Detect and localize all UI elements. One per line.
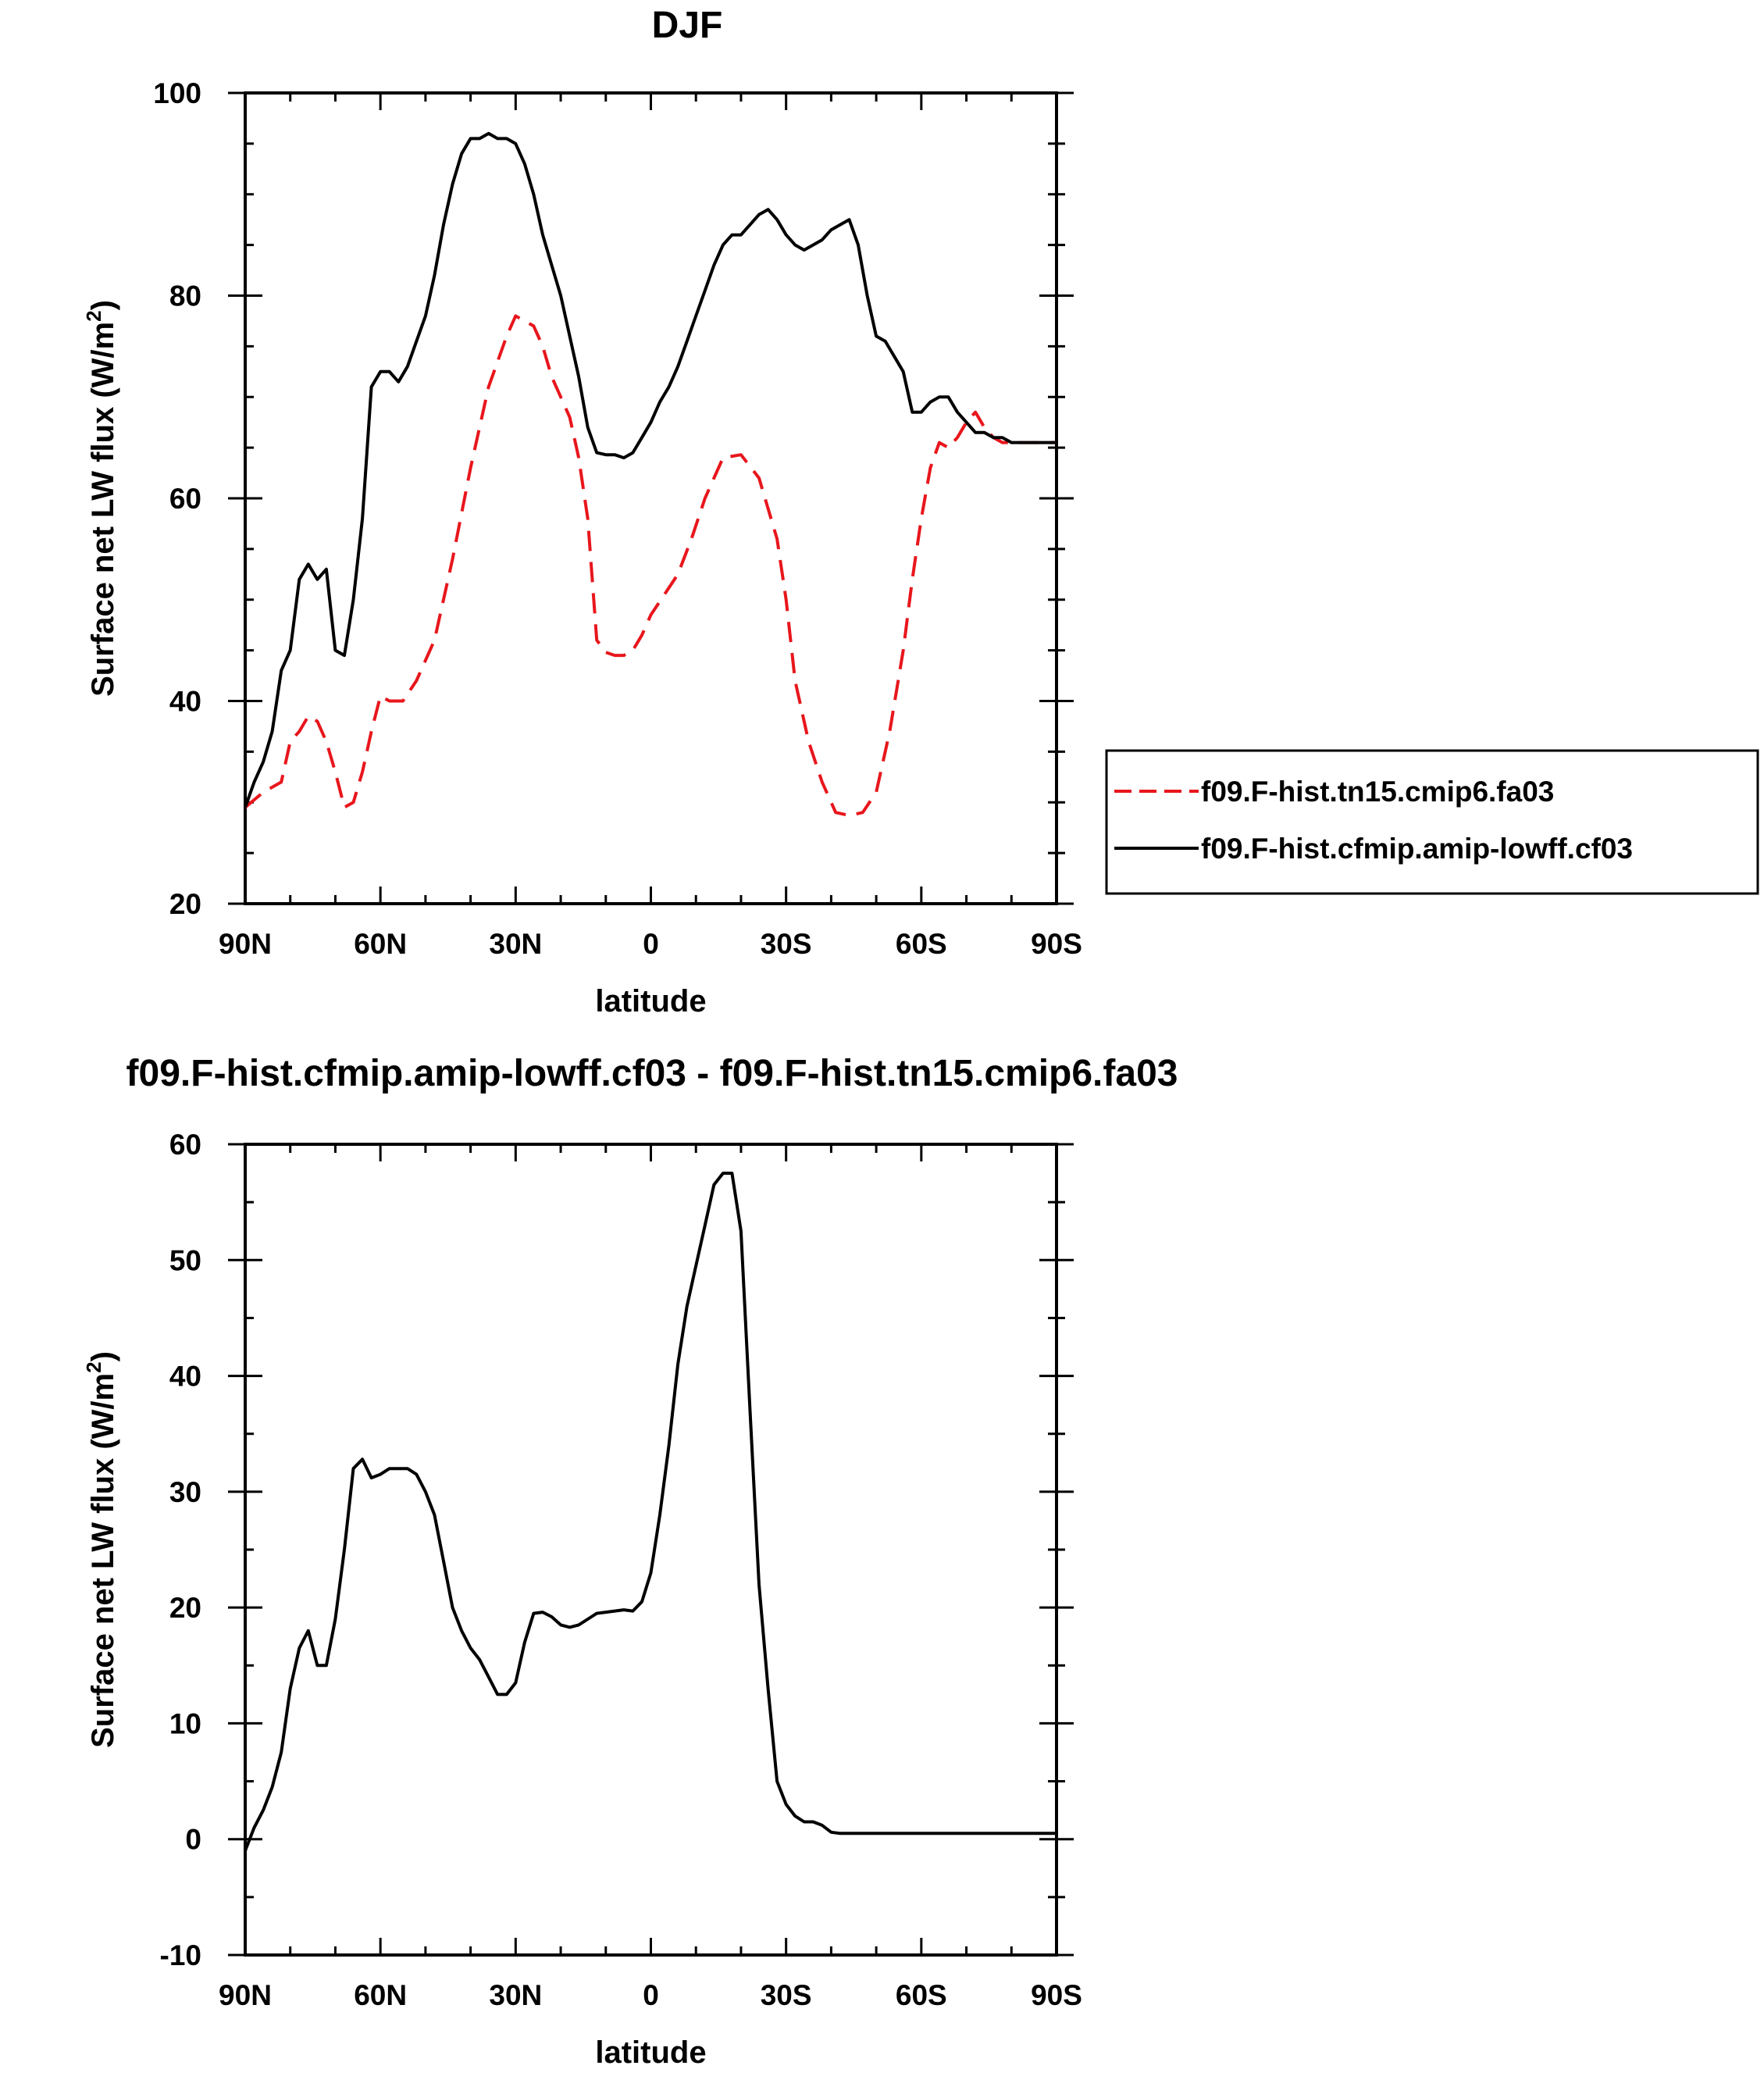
y-tick-label: 60 [169,483,201,515]
x-tick-label: 30S [761,1979,812,2011]
x-tick-label: 90N [219,928,272,960]
y-axis-label-main: Surface net LW flux (W/m [86,322,120,697]
x-tick-label: 30N [489,1979,542,2011]
series-line-1 [245,1172,1057,1852]
x-tick-label: 90S [1031,928,1082,960]
series-line-2 [245,131,1057,808]
legend-box [1105,749,1759,895]
x-tick-label: 90N [219,1979,272,2011]
y-tick-label: 40 [169,686,201,718]
chart-title: DJF [652,5,723,46]
y-axis-label-superscript: 2 [82,310,105,321]
y-tick-label: 80 [169,280,201,312]
y-tick-label: -10 [160,1939,201,1971]
y-tick-label: 100 [153,77,201,109]
chart-panel-2: f09.F-hist.cfmip.amip-lowff.cf03 - f09.F… [82,1053,1178,2070]
x-tick-label: 60N [354,928,407,960]
y-axis-label-superscript: 2 [82,1361,105,1372]
y-tick-label: 20 [169,1592,201,1624]
x-tick-label: 60N [354,1979,407,2011]
y-tick-label: 10 [169,1707,201,1739]
y-axis-label-close: ) [86,300,120,310]
series-line-1 [245,314,1057,818]
y-tick-label: 40 [169,1361,201,1393]
x-tick-label: 30N [489,928,542,960]
x-tick-label: 0 [643,1979,659,2011]
legend-label-1: f09.F-hist.tn15.cmip6.fa03 [1201,776,1554,808]
y-tick-label: 50 [169,1244,201,1276]
x-tick-label: 60S [896,928,947,960]
x-tick-label: 0 [643,928,659,960]
tick-marks [228,91,1074,905]
y-axis-label: Surface net LW flux (W/m2) [82,1351,120,1748]
x-tick-label: 30S [761,928,812,960]
legend-label-2: f09.F-hist.cfmip.amip-lowff.cf03 [1201,833,1633,865]
x-tick-label: 90S [1031,1979,1082,2011]
y-tick-label: 20 [169,888,201,920]
x-axis-label: latitude [595,984,706,1019]
y-tick-label: 60 [169,1129,201,1161]
plot-frame [244,91,1058,905]
chart-title: f09.F-hist.cfmip.amip-lowff.cf03 - f09.F… [127,1053,1178,1094]
x-axis-label: latitude [595,2035,706,2070]
y-axis-label: Surface net LW flux (W/m2) [82,300,120,697]
legend: f09.F-hist.tn15.cmip6.fa03 f09.F-hist.cfm… [1105,749,1759,895]
plot-frame [244,1143,1058,1957]
chart-panel-1: DJF 90N 60N 30N 0 30S 60S 90S 20 40 60 80 100 latitud… [82,5,1759,1019]
y-tick-label: 0 [185,1824,201,1856]
y-tick-label: 30 [169,1476,201,1508]
x-tick-label: 60S [896,1979,947,2011]
y-axis-label-main: Surface net LW flux (W/m [86,1373,120,1748]
y-axis-label-close: ) [86,1351,120,1361]
